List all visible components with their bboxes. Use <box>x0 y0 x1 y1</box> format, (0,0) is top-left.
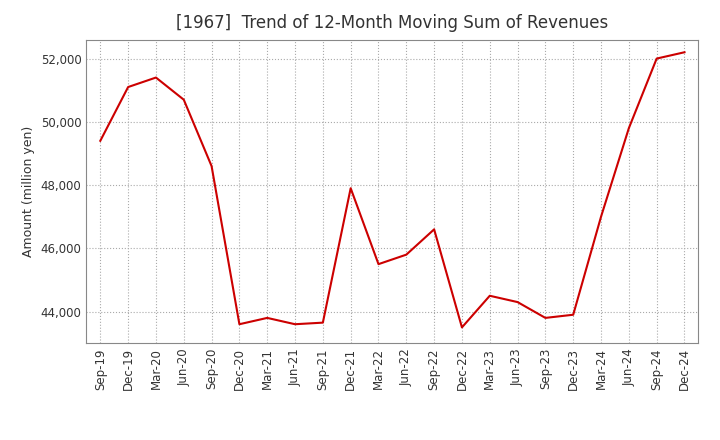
Y-axis label: Amount (million yen): Amount (million yen) <box>22 126 35 257</box>
Title: [1967]  Trend of 12-Month Moving Sum of Revenues: [1967] Trend of 12-Month Moving Sum of R… <box>176 15 608 33</box>
